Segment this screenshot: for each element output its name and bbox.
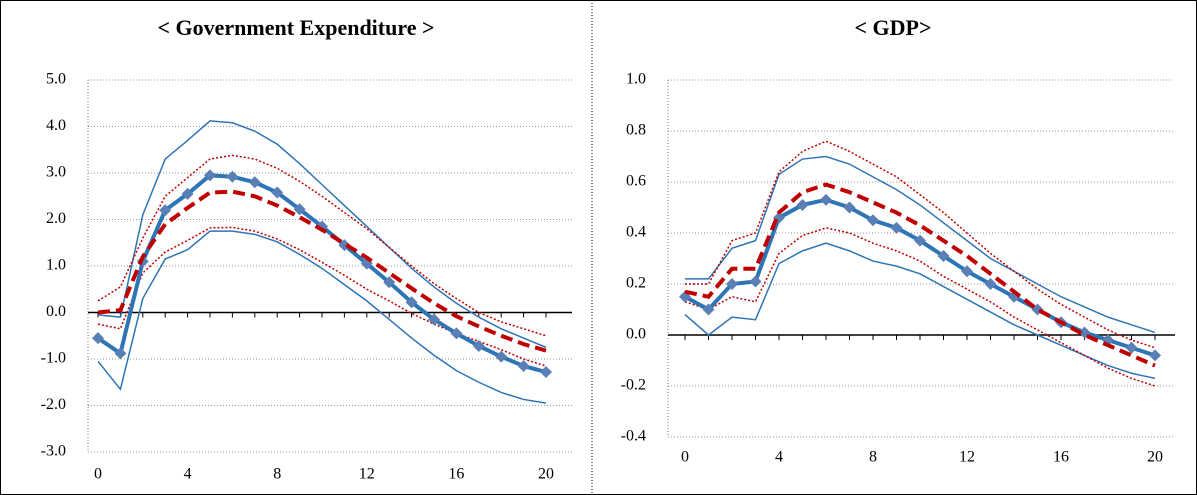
marker [937, 249, 950, 262]
marker [383, 276, 396, 289]
marker [890, 221, 903, 234]
y-tick-label: 5.0 [46, 71, 66, 88]
marker [405, 296, 418, 309]
x-tick-label: 16 [1053, 449, 1069, 466]
marker [914, 234, 926, 247]
x-tick-label: 4 [184, 466, 192, 483]
marker [450, 327, 463, 340]
marker [338, 239, 351, 252]
series-line [97, 230, 547, 404]
y-tick-label: 0.0 [46, 303, 66, 320]
marker [1125, 341, 1138, 354]
marker [796, 198, 809, 211]
y-tick-label: 3.0 [46, 164, 66, 181]
marker [495, 350, 508, 363]
marker [517, 359, 530, 372]
marker [867, 214, 879, 227]
marker [226, 170, 239, 183]
x-tick-label: 20 [1147, 449, 1163, 466]
series-line [685, 155, 1156, 334]
marker [204, 169, 216, 182]
series-line [684, 242, 1156, 380]
marker [702, 303, 715, 316]
marker [248, 176, 261, 189]
x-tick-label: 16 [448, 466, 464, 483]
marker [540, 366, 552, 379]
x-tick-label: 20 [538, 466, 554, 483]
marker [1149, 349, 1161, 362]
marker [428, 313, 440, 326]
marker [726, 278, 738, 290]
x-tick-label: 8 [273, 466, 281, 483]
y-tick-label: 0.0 [626, 326, 646, 343]
marker [293, 203, 306, 216]
marker [114, 347, 127, 360]
series-line [97, 120, 547, 349]
y-tick-label: 1.0 [626, 71, 646, 88]
series-line [685, 140, 1156, 349]
y-tick-label: 2.0 [46, 210, 66, 227]
series-line [97, 189, 547, 353]
x-tick-label: 0 [94, 466, 102, 483]
x-tick-label: 12 [959, 449, 975, 466]
y-tick-label: 0.6 [626, 173, 646, 190]
y-tick-label: -2.0 [41, 396, 66, 413]
marker [181, 187, 194, 200]
marker [984, 278, 997, 290]
y-tick-label: 4.0 [46, 117, 66, 134]
marker [843, 201, 856, 214]
y-tick-label: -1.0 [41, 350, 66, 367]
y-tick-label: 0.4 [626, 224, 646, 241]
marker [961, 265, 973, 278]
chart-title: < Government Expenditure > [157, 15, 434, 40]
marker [749, 275, 762, 288]
marker [271, 186, 284, 199]
marker [820, 193, 832, 206]
y-tick-label: -0.4 [621, 428, 646, 445]
chart-title: < GDP> [854, 15, 931, 40]
x-tick-label: 12 [359, 466, 375, 483]
series-line [684, 227, 1156, 387]
y-tick-label: 1.0 [46, 257, 66, 274]
x-tick-label: 8 [869, 449, 877, 466]
y-tick-label: -3.0 [41, 443, 66, 460]
y-tick-label: -0.2 [621, 377, 646, 394]
marker [472, 339, 485, 352]
series-line [97, 154, 547, 337]
series-line [97, 226, 547, 367]
series-line [684, 182, 1156, 368]
marker [159, 204, 172, 217]
marker [92, 332, 104, 345]
x-tick-label: 4 [775, 449, 783, 466]
y-tick-label: 0.8 [626, 122, 646, 139]
x-tick-label: 0 [681, 449, 689, 466]
y-tick-label: 0.2 [626, 275, 646, 292]
